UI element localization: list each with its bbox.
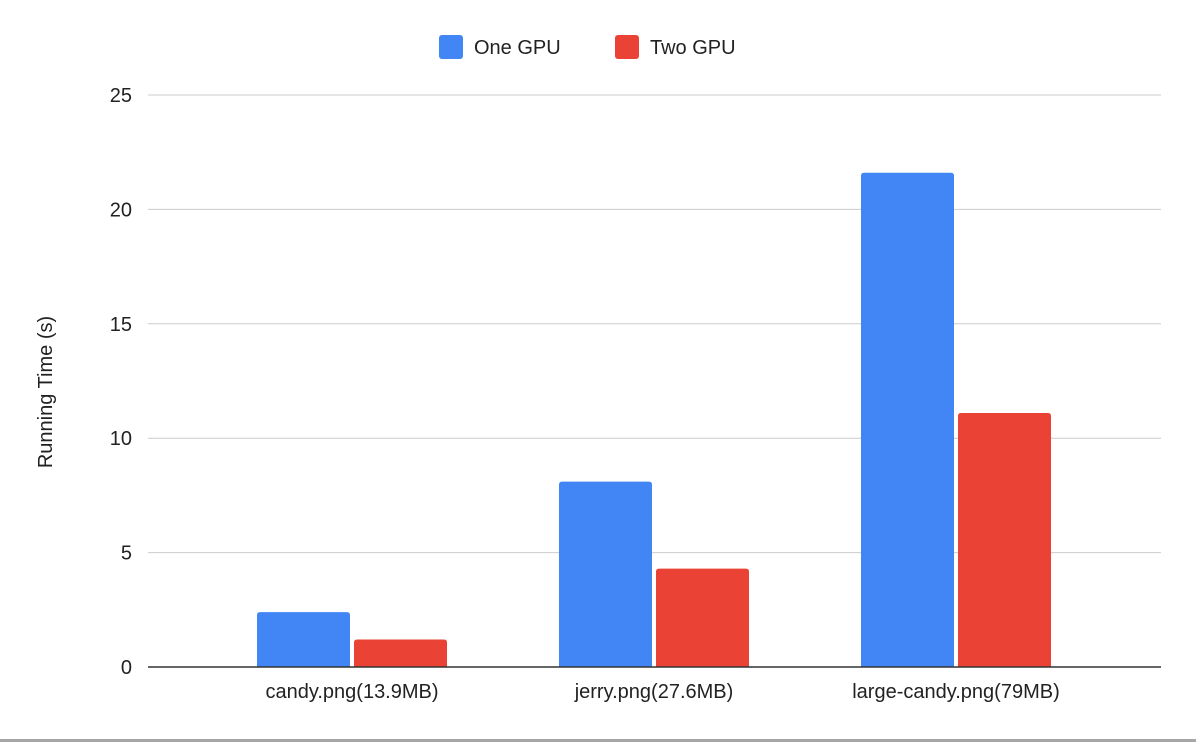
frame-border (0, 739, 1196, 742)
bar-two-gpu (958, 413, 1051, 667)
legend-label: Two GPU (650, 37, 736, 59)
x-tick-label: large-candy.png(79MB) (852, 681, 1060, 703)
y-tick-label: 25 (110, 85, 132, 107)
legend-label: One GPU (474, 37, 561, 59)
bar-two-gpu (354, 639, 447, 667)
x-tick-label: candy.png(13.9MB) (265, 681, 438, 703)
y-tick-label: 10 (110, 428, 132, 450)
legend-item: Two GPU (615, 35, 736, 59)
y-tick-label: 15 (110, 314, 132, 336)
legend: One GPU Two GPU (439, 35, 736, 59)
legend-item: One GPU (439, 35, 561, 59)
bar-one-gpu (257, 612, 350, 667)
bar-one-gpu (559, 481, 652, 667)
bar-one-gpu (861, 172, 954, 668)
y-axis-ticks: 0 5 10 15 20 25 (110, 85, 132, 679)
legend-swatch (615, 35, 639, 59)
bars (257, 172, 1051, 668)
y-axis-label: Running Time (s) (35, 316, 57, 468)
y-tick-label: 5 (121, 543, 132, 565)
y-tick-label: 20 (110, 199, 132, 221)
bar-two-gpu (656, 568, 749, 667)
legend-swatch (439, 35, 463, 59)
x-axis-ticks: candy.png(13.9MB) jerry.png(27.6MB) large-… (265, 681, 1059, 703)
y-tick-label: 0 (121, 657, 132, 679)
x-tick-label: jerry.png(27.6MB) (574, 681, 734, 703)
